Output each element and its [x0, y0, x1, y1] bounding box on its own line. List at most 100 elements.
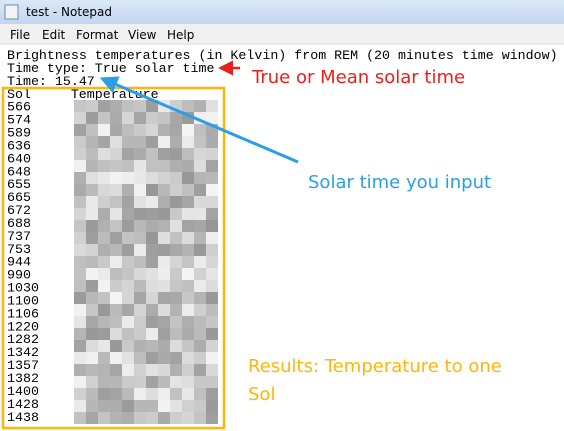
- sol-value: 1428: [7, 397, 39, 412]
- blur-cell: [122, 124, 134, 136]
- menu-item[interactable]: Help: [167, 28, 194, 42]
- blur-cell: [74, 388, 86, 400]
- menu-item[interactable]: File: [10, 28, 30, 42]
- blur-cell: [182, 280, 194, 292]
- blur-cell: [194, 100, 206, 112]
- blur-cell: [98, 160, 110, 172]
- blur-cell: [182, 124, 194, 136]
- blur-cell: [122, 412, 134, 424]
- blur-cell: [194, 268, 206, 280]
- sol-value: 655: [7, 177, 31, 192]
- blur-cell: [74, 316, 86, 328]
- blur-cell: [170, 148, 182, 160]
- blur-cell: [110, 244, 122, 256]
- blur-cell: [194, 412, 206, 424]
- blur-cell: [182, 172, 194, 184]
- menu-item[interactable]: Edit: [42, 28, 66, 42]
- blur-cell: [206, 256, 218, 268]
- blur-cell: [194, 316, 206, 328]
- blur-cell: [158, 196, 170, 208]
- blur-cell: [86, 112, 98, 124]
- blur-cell: [110, 148, 122, 160]
- blur-cell: [74, 400, 86, 412]
- sol-value: 1382: [7, 371, 39, 386]
- blur-cell: [146, 268, 158, 280]
- blur-cell: [206, 184, 218, 196]
- blur-cell: [170, 184, 182, 196]
- blur-cell: [122, 112, 134, 124]
- blur-cell: [98, 292, 110, 304]
- blur-cell: [158, 136, 170, 148]
- blur-cell: [86, 364, 98, 376]
- blur-cell: [98, 100, 110, 112]
- blur-cell: [206, 232, 218, 244]
- blur-cell: [194, 400, 206, 412]
- blur-cell: [170, 280, 182, 292]
- blur-cell: [182, 388, 194, 400]
- blur-cell: [134, 268, 146, 280]
- annotation-results: Sol: [248, 384, 275, 405]
- blur-cell: [158, 400, 170, 412]
- blur-cell: [206, 352, 218, 364]
- blur-cell: [110, 160, 122, 172]
- blur-cell: [98, 280, 110, 292]
- blur-cell: [122, 364, 134, 376]
- blur-cell: [206, 100, 218, 112]
- blur-cell: [74, 208, 86, 220]
- blur-cell: [98, 364, 110, 376]
- blur-cell: [122, 388, 134, 400]
- sol-value: 1106: [7, 306, 39, 321]
- blur-cell: [206, 400, 218, 412]
- blur-cell: [206, 196, 218, 208]
- blur-cell: [98, 316, 110, 328]
- blur-cell: [86, 292, 98, 304]
- blur-cell: [146, 124, 158, 136]
- blur-cell: [206, 136, 218, 148]
- blur-cell: [194, 124, 206, 136]
- menu-item[interactable]: View: [128, 28, 157, 42]
- blur-cell: [86, 184, 98, 196]
- blur-cell: [134, 292, 146, 304]
- blur-cell: [110, 340, 122, 352]
- blur-cell: [122, 160, 134, 172]
- blur-cell: [86, 220, 98, 232]
- blur-cell: [98, 184, 110, 196]
- annotation-results: Results: Temperature to one: [248, 356, 502, 377]
- menu-item[interactable]: Format: [76, 28, 119, 42]
- sol-value: 753: [7, 242, 31, 257]
- blur-cell: [98, 256, 110, 268]
- blur-cell: [206, 208, 218, 220]
- sol-value: 665: [7, 190, 31, 205]
- blur-cell: [170, 352, 182, 364]
- blur-cell: [134, 352, 146, 364]
- blur-cell: [110, 364, 122, 376]
- blur-cell: [158, 112, 170, 124]
- blur-cell: [134, 256, 146, 268]
- blur-cell: [146, 412, 158, 424]
- blur-cell: [158, 328, 170, 340]
- blur-cell: [134, 172, 146, 184]
- blur-cell: [170, 376, 182, 388]
- blur-cell: [206, 316, 218, 328]
- blur-cell: [86, 196, 98, 208]
- blur-cell: [206, 364, 218, 376]
- blur-cell: [86, 256, 98, 268]
- blur-cell: [146, 220, 158, 232]
- blur-cell: [182, 328, 194, 340]
- blur-cell: [122, 100, 134, 112]
- blur-cell: [86, 232, 98, 244]
- blur-cell: [182, 340, 194, 352]
- blur-cell: [74, 352, 86, 364]
- blur-cell: [182, 268, 194, 280]
- blur-cell: [134, 136, 146, 148]
- blur-cell: [194, 136, 206, 148]
- blur-cell: [110, 268, 122, 280]
- blur-cell: [206, 160, 218, 172]
- blur-cell: [74, 304, 86, 316]
- blur-cell: [110, 388, 122, 400]
- blur-cell: [158, 268, 170, 280]
- blur-cell: [98, 412, 110, 424]
- sol-value: 1438: [7, 410, 39, 425]
- blur-cell: [194, 148, 206, 160]
